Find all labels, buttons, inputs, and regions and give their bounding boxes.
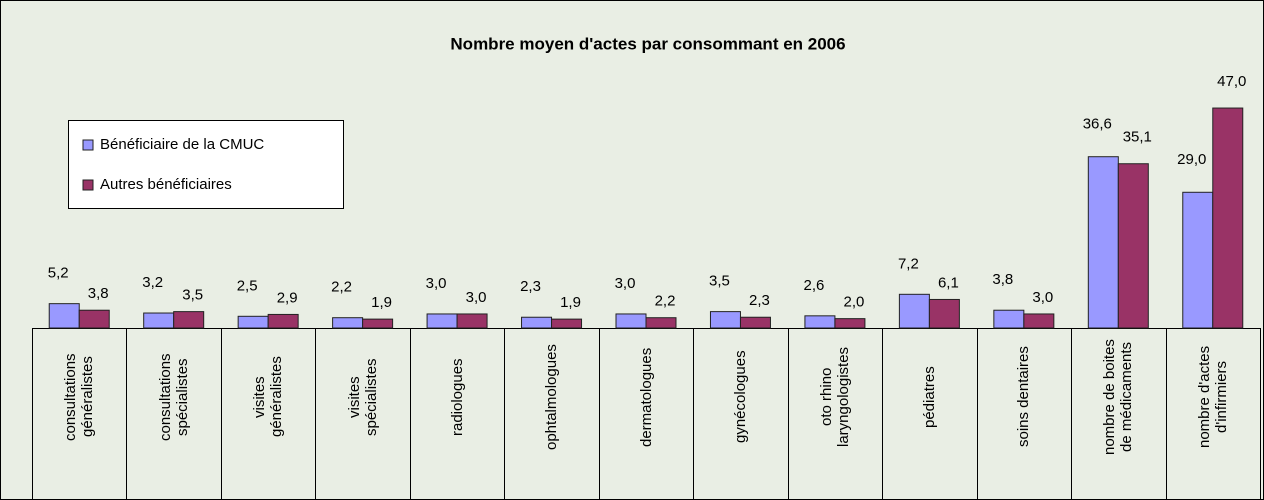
value-label: 3,8: [88, 285, 109, 302]
bar: [834, 318, 866, 329]
bar: [521, 316, 553, 329]
value-label: 2,3: [520, 278, 541, 295]
bar: [804, 315, 836, 329]
value-label: 3,5: [709, 273, 730, 290]
bar: [267, 313, 299, 329]
bar: [615, 313, 647, 329]
bar: [456, 313, 488, 329]
x-tick-label: pédiatres: [920, 366, 938, 428]
x-tick-label: visites spécialistes: [345, 358, 380, 436]
x-tick-label-box: visites spécialistes: [318, 338, 408, 458]
value-label: 35,1: [1123, 129, 1152, 146]
x-tick-label-box: consultations généralistes: [34, 338, 124, 458]
value-label: 2,3: [749, 292, 770, 309]
x-tick-label-box: nombre d'actes d'infirmiers: [1168, 338, 1258, 458]
bar: [143, 312, 175, 329]
bar: [1182, 191, 1214, 329]
x-tick-label: nombre de boites de médicaments: [1101, 339, 1136, 455]
bar: [1023, 313, 1055, 329]
bar: [645, 317, 677, 329]
x-tick-label: consultations spécialistes: [156, 353, 191, 441]
value-label: 2,6: [803, 277, 824, 294]
bar: [362, 318, 394, 329]
bar: [551, 318, 583, 329]
bar: [898, 293, 930, 329]
x-tick-label: consultations généralistes: [62, 353, 97, 441]
x-tick-label: radiologues: [448, 358, 466, 436]
x-tick-label-box: dermatologues: [601, 338, 691, 458]
value-label: 2,2: [655, 293, 676, 310]
legend-swatch: [82, 139, 94, 151]
value-label: 7,2: [898, 255, 919, 272]
x-tick-label-box: ophtalmologues: [507, 338, 597, 458]
chart-title: Nombre moyen d'actes par consommant en 2…: [450, 34, 845, 53]
value-label: 3,2: [142, 274, 163, 291]
value-label: 2,0: [843, 294, 864, 311]
x-tick-label: gynécologues: [731, 350, 749, 444]
legend-box: [68, 120, 344, 209]
value-label: 5,2: [48, 265, 69, 282]
legend-swatch: [82, 179, 94, 191]
x-tick-label-box: visites généralistes: [223, 338, 313, 458]
value-label: 1,9: [560, 294, 581, 311]
value-label: 29,0: [1177, 151, 1206, 168]
x-tick-label: soins dentaires: [1015, 346, 1033, 448]
x-tick-label: oto rhino laryngologistes: [817, 346, 852, 448]
bar: [709, 311, 741, 329]
bar: [1212, 107, 1244, 329]
value-label: 6,1: [938, 274, 959, 291]
x-tick-label-box: nombre de boites de médicaments: [1073, 338, 1163, 458]
bar: [993, 309, 1025, 329]
value-label: 3,0: [466, 289, 487, 306]
value-label: 47,0: [1217, 73, 1246, 90]
value-label: 2,9: [277, 289, 298, 306]
x-tick-label-box: radiologues: [412, 338, 502, 458]
bar: [426, 313, 458, 329]
value-label: 3,5: [182, 287, 203, 304]
value-label: 3,0: [426, 275, 447, 292]
bar: [332, 317, 364, 329]
x-tick-label-box: gynécologues: [695, 338, 785, 458]
x-tick-label-box: consultations spécialistes: [129, 338, 219, 458]
x-tick-label: ophtalmologues: [543, 344, 561, 450]
bar: [739, 316, 771, 329]
value-label: 3,8: [992, 271, 1013, 288]
value-label: 1,9: [371, 294, 392, 311]
legend-label: Bénéficiaire de la CMUC: [100, 136, 264, 153]
bar: [928, 298, 960, 329]
value-label: 2,2: [331, 279, 352, 296]
x-tick-label: visites généralistes: [251, 356, 286, 438]
x-tick-label: nombre d'actes d'infirmiers: [1195, 345, 1230, 449]
bar: [78, 309, 110, 329]
x-tick-label-box: pédiatres: [884, 338, 974, 458]
bar: [237, 315, 269, 329]
value-label: 2,5: [237, 277, 258, 294]
bar: [48, 303, 80, 329]
legend-label: Autres bénéficiaires: [100, 176, 232, 193]
value-label: 36,6: [1083, 116, 1112, 133]
x-tick-label-box: soins dentaires: [979, 338, 1069, 458]
bar: [1117, 163, 1149, 329]
bar: [173, 311, 205, 329]
x-tick-label-box: oto rhino laryngologistes: [790, 338, 880, 458]
x-tick-label: dermatologues: [637, 347, 655, 447]
bar: [1087, 156, 1119, 329]
value-label: 3,0: [1032, 289, 1053, 306]
value-label: 3,0: [615, 275, 636, 292]
